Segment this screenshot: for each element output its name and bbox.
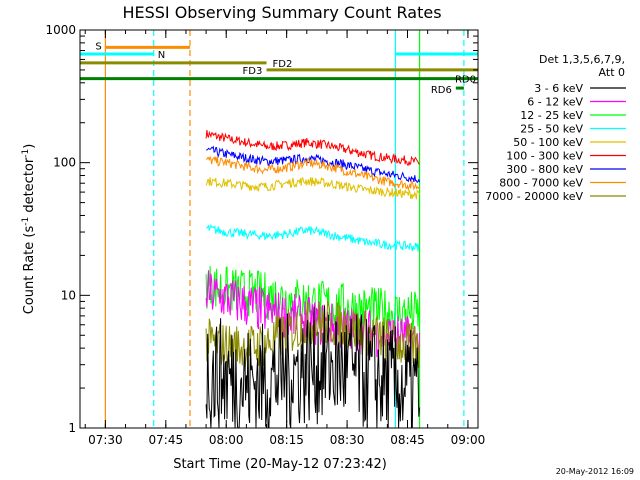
axis-ticks [80,29,478,429]
x-tick-label-4: 08:30 [330,433,365,447]
legend-header-line2: Att 0 [599,66,625,79]
legend-label-7: 800 - 7000 keV [499,177,583,190]
y-axis-label-main: Count Rate (s [22,226,37,315]
x-axis-label: Start Time (20-May-12 07:23:42) [173,457,387,472]
y-tick-label-3: 1000 [45,23,76,37]
legend-label-3: 25 - 50 keV [520,123,583,136]
y-tick-label-0: 1 [68,421,76,435]
y-axis-label: Count Rate (s-1 detector-1) [21,144,37,315]
y-tick-label-1: 10 [61,288,76,302]
series-trace-2 [205,155,421,191]
legend-label-6: 300 - 800 keV [506,163,583,176]
flag-label-rd6: RD6 [431,85,452,96]
legend-label-8: 7000 - 20000 keV [485,190,583,203]
plot-frame [79,29,479,429]
series-trace-3 [205,176,421,200]
legend-label-4: 50 - 100 keV [513,136,583,149]
flag-label-fd2: FD2 [273,59,293,70]
chart-title: HESSI Observing Summary Count Rates [122,3,441,22]
x-tick-label-1: 07:45 [149,433,184,447]
y-tick-label-2: 100 [53,156,76,170]
flag-label-s: S [95,41,101,52]
legend-label-0: 3 - 6 keV [534,82,583,95]
flag-label-n: N [158,50,165,61]
flag-label-rd0: RD0 [455,75,476,86]
axis-tick-labels: 07:30 07:45 08:00 08:15 08:30 08:45 09:00 1 10 10… [45,23,485,447]
series-trace-4 [205,223,420,252]
series-trace-8 [205,305,421,429]
legend-label-1: 6 - 12 keV [527,96,583,109]
series-group [205,130,421,429]
series-trace-7 [205,301,421,372]
series-trace-0 [205,130,420,166]
generation-timestamp: 20-May-2012 16:09 [556,467,634,476]
x-tick-label-3: 08:15 [269,433,304,447]
flag-label-fd3: FD3 [243,66,263,77]
legend-label-5: 100 - 300 keV [506,150,583,163]
legend-header-line1: Det 1,3,5,6,7,9, [539,53,625,66]
y-axis-label-mid: detector [22,157,37,217]
series-trace-1 [205,145,421,184]
y-axis-label-sup1: -1 [21,217,31,226]
y-axis-label-sup2: -1 [21,149,31,158]
y-axis-label-end: ) [22,144,37,149]
x-tick-label-5: 08:45 [390,433,425,447]
x-tick-label-6: 09:00 [451,433,486,447]
x-tick-label-2: 08:00 [209,433,244,447]
x-tick-label-0: 07:30 [88,433,123,447]
legend-label-2: 12 - 25 keV [520,109,583,122]
